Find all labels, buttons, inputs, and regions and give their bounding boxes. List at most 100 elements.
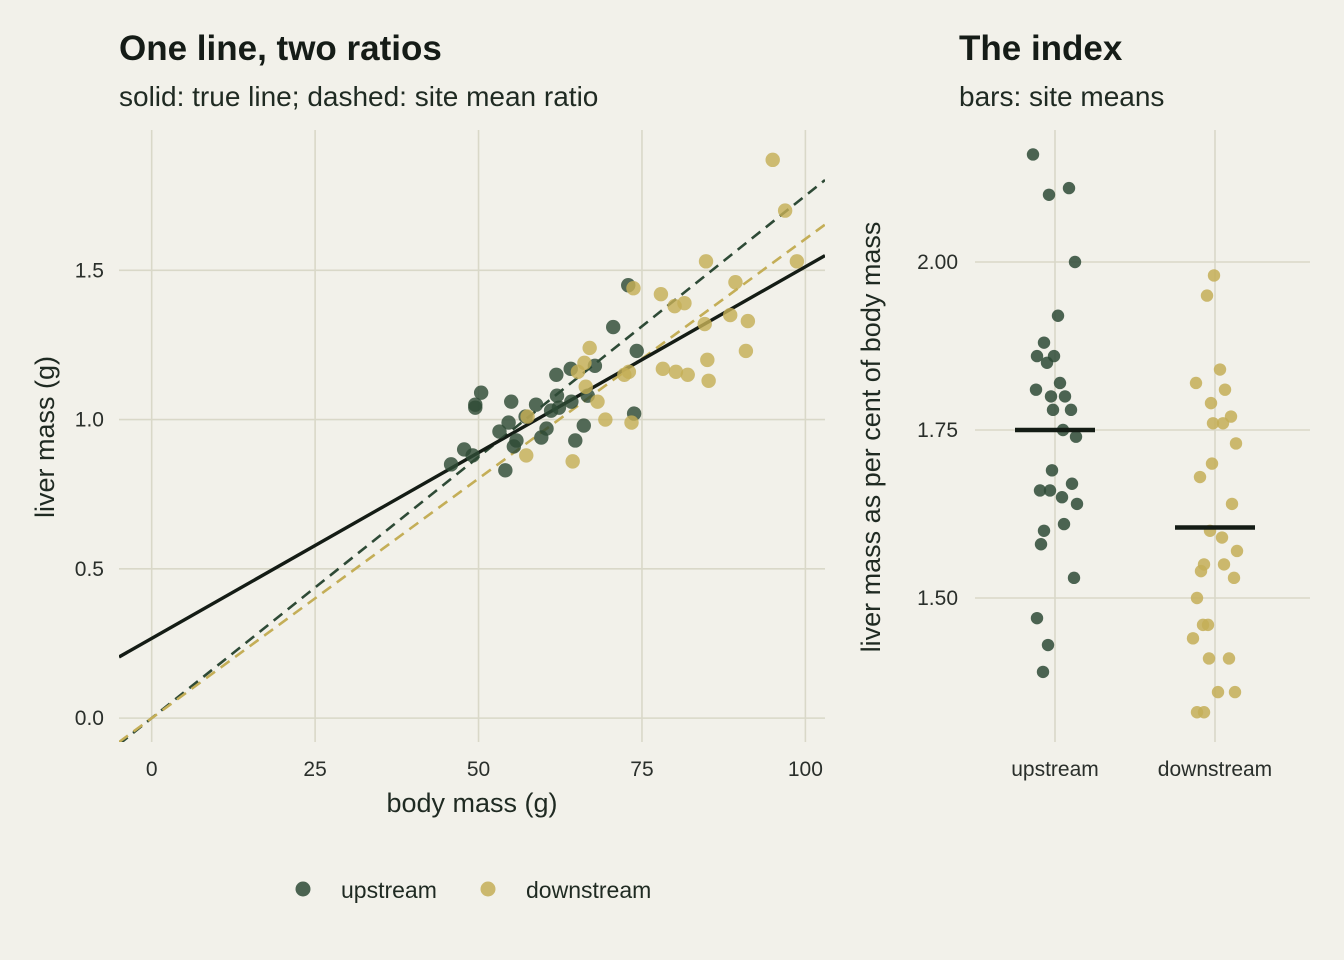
downstream-index-point [1228, 685, 1242, 699]
downstream-point [624, 415, 639, 430]
upstream-index-point [1067, 571, 1081, 585]
downstream-point [740, 313, 756, 329]
upstream-index-point [1062, 181, 1076, 195]
upstream-point [504, 394, 519, 409]
right-y-tick-label: 2.00 [917, 251, 958, 274]
downstream-index-point [1207, 269, 1221, 282]
upstream-index-point [1029, 383, 1043, 396]
upstream-point [568, 433, 583, 448]
upstream-index-point [1044, 390, 1058, 403]
upstream-point [629, 343, 644, 359]
upstream-point [564, 394, 579, 409]
right-panel: The index bars: site means upstream downs… [856, 29, 1310, 781]
upstream-index-point [1068, 255, 1082, 269]
upstream-index-point [1057, 517, 1071, 531]
left-y-tick-label: 1.0 [75, 409, 104, 432]
upstream-index-point [1055, 491, 1069, 504]
upstream-point [509, 433, 524, 448]
left-y-tick-label: 1.5 [75, 259, 104, 282]
downstream-index-point [1230, 544, 1244, 558]
right-x-tick-labels: upstream downstream [1011, 758, 1272, 781]
left-y-tick-label: 0.5 [75, 558, 104, 581]
downstream-index-point [1215, 531, 1229, 544]
left-x-tick-label: 0 [146, 758, 158, 781]
right-x-tick-label: upstream [1011, 758, 1099, 781]
upstream-index-point [1064, 403, 1078, 417]
downstream-point [565, 454, 580, 469]
legend: upstream downstream [295, 877, 651, 903]
upstream-index-point [1033, 484, 1047, 497]
mean-ratio-line [119, 223, 825, 742]
downstream-index-point [1190, 706, 1204, 719]
downstream-index-point [1225, 497, 1239, 511]
downstream-index-point [1211, 685, 1225, 699]
downstream-point [626, 281, 641, 296]
left-x-tick-label: 75 [630, 758, 653, 781]
upstream-point [528, 397, 544, 412]
left-subtitle: solid: true line; dashed: site mean rati… [119, 81, 598, 112]
downstream-point [700, 352, 715, 368]
legend-swatch-downstream [480, 881, 496, 897]
downstream-point [653, 286, 669, 302]
upstream-point [551, 400, 567, 415]
upstream-index-point [1058, 390, 1072, 403]
downstream-point [680, 367, 695, 382]
upstream-index-point [1030, 611, 1044, 625]
downstream-point [697, 316, 712, 332]
left-y-axis-label: liver mass (g) [30, 356, 60, 518]
downstream-index-point [1217, 558, 1231, 571]
upstream-point [549, 367, 564, 382]
upstream-point [468, 397, 483, 412]
downstream-index-point [1204, 396, 1218, 410]
legend-label-upstream: upstream [341, 877, 437, 903]
upstream-point [492, 424, 507, 439]
upstream-index-point [1026, 148, 1040, 161]
legend-label-downstream: downstream [526, 877, 651, 903]
left-panel: One line, two ratios solid: true line; d… [30, 29, 825, 818]
right-mean-bars [1015, 427, 1255, 530]
downstream-point [728, 275, 743, 290]
downstream-index-point [1218, 383, 1232, 396]
right-title: The index [959, 29, 1123, 68]
downstream-point [519, 448, 534, 463]
downstream-point [777, 203, 793, 218]
downstream-index-point [1202, 652, 1216, 665]
downstream-index-point [1229, 437, 1243, 450]
right-y-tick-labels: 1.50 1.75 2.00 [917, 251, 958, 610]
right-x-tick-label: downstream [1158, 758, 1272, 781]
left-x-tick-label: 25 [303, 758, 326, 781]
downstream-point [578, 379, 593, 394]
downstream-index-point [1206, 417, 1220, 430]
downstream-point [677, 295, 692, 311]
upstream-index-point [1030, 349, 1044, 363]
downstream-point [668, 364, 684, 380]
left-x-tick-label: 100 [788, 758, 823, 781]
upstream-index-point [1037, 336, 1051, 349]
upstream-index-point [1069, 430, 1083, 443]
upstream-point [465, 448, 480, 463]
downstream-index-point [1227, 571, 1241, 585]
left-x-tick-label: 50 [467, 758, 490, 781]
downstream-index-point [1194, 564, 1208, 578]
downstream-point [765, 152, 780, 168]
downstream-point [701, 373, 716, 388]
downstream-index-point [1216, 417, 1230, 430]
downstream-index-point [1200, 289, 1214, 302]
upstream-index-point [1053, 376, 1067, 390]
upstream-point [539, 421, 554, 436]
upstream-index-point [1070, 497, 1084, 511]
left-y-tick-label: 0.0 [75, 707, 104, 730]
upstream-index-point [1034, 538, 1048, 551]
upstream-point [549, 388, 565, 403]
upstream-index-point [1036, 665, 1050, 679]
right-y-axis-label: liver mass as per cent of body mass [856, 222, 886, 653]
downstream-index-point [1190, 591, 1204, 605]
upstream-index-point [1046, 403, 1060, 417]
downstream-point [598, 412, 613, 427]
downstream-point [723, 307, 738, 323]
left-x-axis-label: body mass (g) [386, 788, 557, 818]
downstream-index-point [1213, 363, 1227, 376]
downstream-index-point [1186, 632, 1200, 645]
downstream-point [590, 394, 605, 409]
